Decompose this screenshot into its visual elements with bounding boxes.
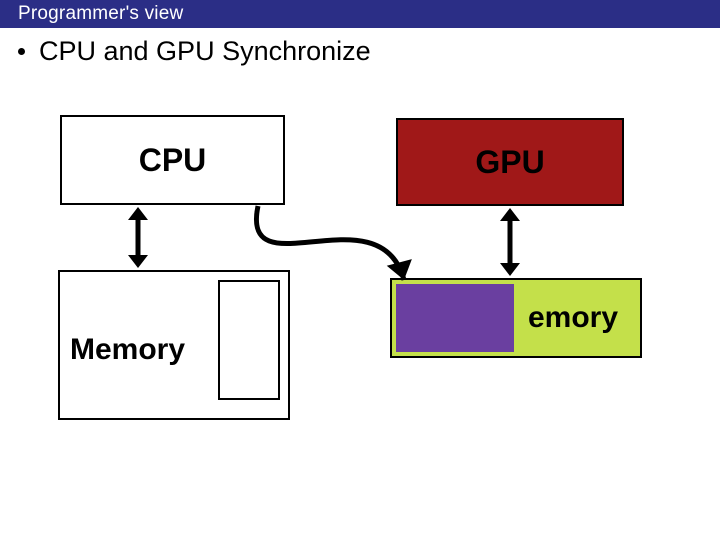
gpu-label: GPU <box>475 144 544 181</box>
gpu-memory-label: emory <box>528 301 618 335</box>
cpu-label: CPU <box>139 142 207 179</box>
bullet-line: CPU and GPU Synchronize <box>18 36 371 67</box>
cpu-memory-label: Memory <box>70 333 185 367</box>
cpu-memory-sub-box <box>218 280 280 400</box>
slide-header-text: Programmer's view <box>18 3 183 25</box>
gpu-box: GPU <box>396 118 624 206</box>
gpu-memory-double-arrow <box>500 208 520 276</box>
cpu-to-gpu-memory-curve-arrow <box>256 206 411 280</box>
cpu-memory-double-arrow <box>128 207 148 268</box>
slide-header: Programmer's view <box>0 0 720 28</box>
gpu-memory-overlay <box>396 284 514 352</box>
cpu-box: CPU <box>60 115 285 205</box>
bullet-dot-icon <box>18 48 25 55</box>
bullet-text: CPU and GPU Synchronize <box>39 36 371 67</box>
cpu-memory-label-area: Memory <box>70 330 210 370</box>
